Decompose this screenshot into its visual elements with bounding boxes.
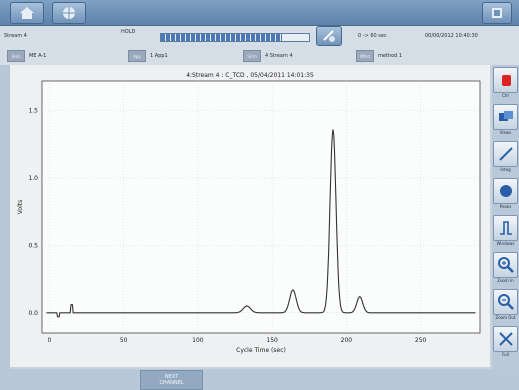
y-axis-label: Volts: [17, 200, 24, 214]
refresh-icon: [323, 30, 335, 42]
next-channel-line2: CHANNEL: [159, 380, 184, 386]
overlay-icon: [498, 111, 513, 121]
y-tick-label: 1.5: [28, 108, 38, 115]
zoom-out-icon: [497, 294, 514, 310]
chromatogram-chart[interactable]: 0 50 100 150 200 250 0.0 0.5 1.0 1.5 Cycle Time (s…: [10, 65, 490, 367]
bottom-bar: NEXT CHANNEL: [0, 369, 519, 390]
chromatogram-panel: 4:Stream 4 : C_TCD , 05/04/2011 14:01:35…: [10, 65, 490, 367]
stop-hand-icon: [501, 75, 511, 86]
tool-label: Peaks: [499, 204, 512, 209]
zoom-out-tool-button[interactable]: [493, 289, 518, 315]
time-range: 0 -> 60 sec: [358, 33, 387, 39]
zoom-in-icon: [497, 257, 514, 273]
stream-label: Stream 4: [4, 33, 27, 39]
param-value: 1 App1: [150, 53, 168, 59]
run-progress-fill: [161, 34, 283, 41]
tool-label: Zoom Out: [495, 315, 516, 320]
windows-tool-button[interactable]: [493, 215, 518, 241]
param-tag: Anlz: [7, 50, 25, 62]
next-channel-line1: NEXT: [164, 374, 179, 380]
tool-column: Ctrl Views Integ Peaks Windows Zoom In Z…: [492, 65, 519, 369]
x-tick-label: 0: [48, 337, 52, 344]
chromatogram-trace: [46, 129, 476, 318]
home-icon: [20, 7, 34, 19]
back-button[interactable]: [52, 2, 86, 24]
window-marker-icon: [499, 221, 512, 235]
peaks-tool-button[interactable]: [493, 178, 518, 204]
run-progress-bar: [160, 33, 310, 42]
plot-area: [41, 80, 481, 334]
integrate-tool-button[interactable]: [493, 141, 518, 167]
x-axis-label: Cycle Time (sec): [236, 347, 286, 354]
tool-label: Zoom In: [497, 278, 514, 283]
tool-label: Ctrl: [501, 93, 510, 98]
settings-button[interactable]: [482, 2, 512, 24]
x-tick-label: 200: [341, 337, 353, 344]
peak-marker-icon: [499, 185, 512, 197]
param-tag: Strm: [243, 50, 261, 62]
x-tick-label: 50: [120, 337, 128, 344]
chart-title: 4:Stream 4 : C_TCD , 05/04/2011 14:01:35: [186, 72, 314, 79]
views-tool-button[interactable]: [493, 104, 518, 130]
settings-icon: [492, 8, 502, 18]
param-tag: App: [128, 50, 146, 62]
integrate-icon: [498, 147, 513, 161]
tool-label: Full: [502, 352, 509, 357]
tool-label: Integ: [500, 167, 511, 172]
x-tick-label: 150: [266, 337, 278, 344]
y-tick-label: 1.0: [28, 175, 38, 182]
mode-label: HOLD: [121, 29, 136, 35]
zoom-in-tool-button[interactable]: [493, 252, 518, 278]
tool-label: Views: [499, 130, 512, 135]
y-tick-label: 0.0: [28, 310, 38, 317]
tool-label: Windows: [496, 241, 515, 246]
param-value: 4 Stream 4: [265, 53, 293, 59]
control-tool-button[interactable]: [493, 67, 518, 93]
top-toolbar: [0, 0, 519, 26]
param-tag: Mthd: [356, 50, 374, 62]
next-channel-button[interactable]: NEXT CHANNEL: [140, 370, 203, 390]
globe-icon: [63, 7, 75, 19]
left-margin: [0, 65, 10, 390]
x-tick-label: 100: [192, 337, 204, 344]
full-scale-tool-button[interactable]: [493, 326, 518, 352]
x-tick-label: 250: [415, 337, 427, 344]
param-value: ME A-1: [29, 53, 47, 59]
full-scale-icon: [498, 332, 513, 346]
param-value: method 1: [378, 53, 403, 59]
y-tick-label: 0.5: [28, 242, 38, 249]
refresh-button[interactable]: [316, 26, 342, 46]
parameter-row: Anlz ME A-1 App 1 App1 Strm 4 Stream 4 M…: [0, 46, 519, 65]
home-button[interactable]: [10, 2, 44, 24]
datetime: 00/00/2012 10:40:30: [425, 33, 478, 39]
